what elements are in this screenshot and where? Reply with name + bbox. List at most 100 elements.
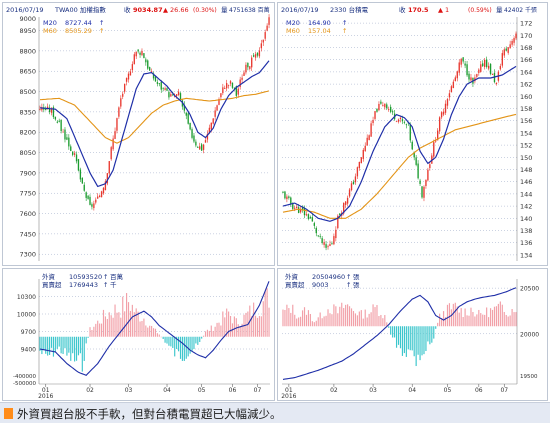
flow-bar bbox=[208, 330, 210, 337]
candle bbox=[183, 101, 186, 114]
candle bbox=[227, 84, 230, 89]
candle bbox=[411, 140, 413, 151]
candle-body bbox=[139, 52, 141, 55]
flow-bar bbox=[358, 311, 360, 327]
candle-body bbox=[321, 238, 323, 243]
candle bbox=[260, 39, 263, 52]
flow-bar bbox=[256, 317, 259, 337]
candle bbox=[166, 87, 168, 92]
candle bbox=[102, 187, 105, 195]
candle-body bbox=[397, 119, 400, 122]
candle bbox=[495, 82, 498, 86]
y-tick-label: 20500 bbox=[520, 286, 539, 293]
flow-bar bbox=[72, 336, 74, 354]
flow-bar bbox=[392, 326, 394, 338]
ma60-line bbox=[282, 113, 517, 219]
flow-bar bbox=[189, 336, 191, 354]
candle bbox=[152, 71, 155, 81]
candle-body bbox=[415, 157, 417, 165]
flow-bar bbox=[224, 317, 226, 337]
candle-body bbox=[170, 94, 172, 97]
candle bbox=[156, 79, 159, 87]
candle-body bbox=[262, 39, 264, 43]
candle-body bbox=[226, 83, 228, 89]
candle-body bbox=[384, 103, 386, 108]
candle-body bbox=[202, 144, 205, 150]
flow-bar bbox=[452, 303, 454, 327]
candle bbox=[85, 191, 87, 202]
candle bbox=[284, 190, 286, 200]
candle-body bbox=[495, 82, 498, 85]
candle-body bbox=[491, 73, 494, 75]
candle bbox=[372, 116, 374, 126]
candle-body bbox=[72, 151, 74, 155]
candle-body bbox=[41, 107, 43, 111]
candle bbox=[509, 40, 511, 49]
flow-bar bbox=[83, 336, 85, 361]
candle bbox=[177, 88, 180, 97]
candle-body bbox=[210, 122, 212, 130]
candle bbox=[66, 133, 68, 141]
candle-body bbox=[208, 127, 211, 134]
candle bbox=[60, 119, 62, 134]
flow-bar bbox=[382, 318, 384, 327]
header-close: 170.5 bbox=[408, 6, 429, 14]
candle-body bbox=[116, 118, 118, 131]
candle-body bbox=[435, 140, 437, 142]
candle bbox=[249, 65, 251, 71]
flow-bar bbox=[145, 325, 147, 337]
y-tick-label: 8050 bbox=[19, 149, 36, 157]
candle bbox=[118, 106, 120, 119]
header-volume-label: 量 bbox=[221, 6, 228, 14]
flow-bar bbox=[372, 304, 374, 327]
flow-bar bbox=[64, 336, 66, 349]
sub-legend-arrow: ↑ bbox=[346, 273, 351, 281]
flow-bar bbox=[337, 313, 339, 327]
candle-body bbox=[429, 164, 431, 169]
candle-body bbox=[251, 57, 253, 68]
candle bbox=[431, 153, 433, 164]
tsmc-price-panel: 2016/07/19 2330 台積電 收 170.5 ▲ 1 (0.59%) 量 42402 … bbox=[277, 2, 548, 266]
candle bbox=[143, 52, 145, 59]
flow-bar bbox=[482, 314, 484, 327]
candle-body bbox=[174, 96, 176, 97]
flow-bar bbox=[454, 302, 456, 327]
y-tick-label: 9400 bbox=[21, 347, 36, 354]
candle-body bbox=[81, 177, 83, 184]
candle bbox=[264, 29, 266, 41]
flow-bar bbox=[327, 309, 329, 327]
candle bbox=[317, 235, 319, 238]
flow-bar bbox=[195, 336, 197, 344]
candle bbox=[288, 195, 290, 200]
candle-body bbox=[216, 105, 218, 111]
candle bbox=[195, 139, 197, 148]
header-symbol: TWA00 加權指數 bbox=[54, 5, 106, 14]
y-tick-label: 7300 bbox=[19, 251, 36, 259]
candle bbox=[224, 85, 226, 90]
candle bbox=[158, 83, 160, 87]
flow-bar bbox=[70, 336, 72, 361]
candle bbox=[315, 226, 317, 237]
taiex-price-panel: 2016/07/19 TWA00 加權指數 收 9034.87 ▲ 26.66 (0.30%… bbox=[2, 2, 275, 266]
flow-bar bbox=[509, 315, 511, 327]
candle bbox=[325, 241, 327, 251]
candle-body bbox=[294, 207, 296, 209]
candle-body bbox=[409, 124, 411, 141]
flow-bar bbox=[397, 326, 400, 345]
candle-body bbox=[73, 153, 76, 155]
header-change-pct: (0.30%) bbox=[193, 7, 217, 14]
candle-body bbox=[296, 206, 298, 209]
candle bbox=[191, 127, 193, 140]
candle bbox=[110, 145, 112, 161]
flow-bar bbox=[81, 336, 83, 372]
candle-body bbox=[102, 187, 105, 194]
legend-arrow: ↑ bbox=[342, 27, 347, 35]
sub-legend-arrow: ↑ bbox=[103, 281, 108, 289]
candle-body bbox=[319, 236, 321, 237]
flow-bar bbox=[218, 322, 220, 337]
candle-body bbox=[137, 49, 139, 52]
caption-text: 外資買超台股不手軟，但對台積電買超已大幅減少。 bbox=[17, 407, 282, 421]
flow-bar bbox=[106, 318, 108, 337]
candle-body bbox=[299, 208, 302, 213]
